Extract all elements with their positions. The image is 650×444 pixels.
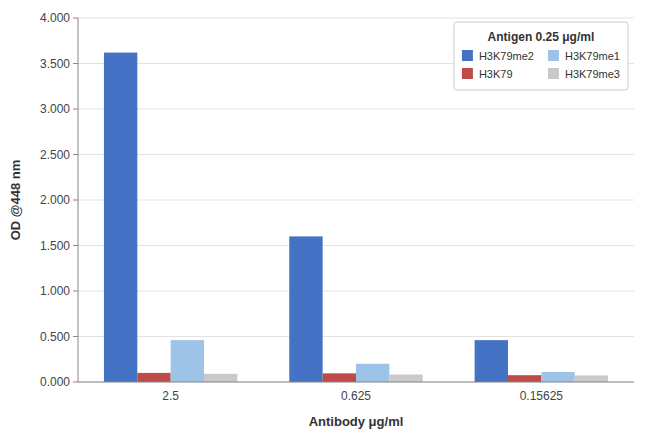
legend: Antigen 0.25 μg/ml H3K79me2 H3K79 H3K79me1 H… <box>454 22 628 90</box>
x-axis-line <box>78 382 634 383</box>
legend-label: H3K79 <box>479 68 513 80</box>
y-tick <box>73 291 78 292</box>
bar <box>137 373 170 382</box>
y-tick-label: 4.000 <box>40 11 70 25</box>
y-tick <box>73 154 78 155</box>
y-tick-label: 1.000 <box>40 284 70 298</box>
y-tick-label: 2.500 <box>40 148 70 162</box>
legend-box <box>454 22 628 90</box>
chart: 0.000 0.500 1.000 1.500 2.000 2.500 3.000 3.500… <box>0 0 650 444</box>
bar <box>323 373 356 382</box>
y-tick <box>73 63 78 64</box>
bar <box>475 340 508 382</box>
y-tick-label: 3.500 <box>40 57 70 71</box>
y-tick-label: 0.000 <box>40 375 70 389</box>
grid-line <box>78 109 634 110</box>
y-axis: 0.000 0.500 1.000 1.500 2.000 2.500 3.000 3.500… <box>40 11 78 389</box>
grid-line <box>78 200 634 201</box>
x-axis-label: Antibody μg/ml <box>309 414 404 429</box>
y-tick-label: 2.000 <box>40 193 70 207</box>
legend-label: H3K79me2 <box>479 50 534 62</box>
bar <box>204 374 237 382</box>
y-tick-label: 3.000 <box>40 102 70 116</box>
grid-line <box>78 382 634 383</box>
bar <box>389 375 422 382</box>
grid-line <box>78 245 634 246</box>
bar <box>171 340 204 382</box>
legend-swatch <box>548 68 559 79</box>
grid-line <box>78 154 634 155</box>
y-tick <box>73 245 78 246</box>
legend-label: H3K79me3 <box>565 68 620 80</box>
bar <box>356 364 389 382</box>
x-tick-label: 2.5 <box>162 389 179 403</box>
y-tick-label: 1.500 <box>40 239 70 253</box>
grid-line <box>78 291 634 292</box>
legend-label: H3K79me1 <box>565 50 620 62</box>
bar <box>508 375 541 382</box>
y-tick-label: 0.500 <box>40 330 70 344</box>
x-axis: 2.5 0.625 0.15625 <box>162 389 563 403</box>
bar <box>289 236 322 382</box>
y-tick <box>73 382 78 383</box>
bar <box>575 375 608 382</box>
grid-line <box>78 336 634 337</box>
bar <box>541 372 574 382</box>
x-tick-label: 0.625 <box>341 389 371 403</box>
legend-swatch <box>462 68 473 79</box>
grid <box>78 18 634 382</box>
y-tick <box>73 336 78 337</box>
x-tick-label: 0.15625 <box>520 389 564 403</box>
y-axis-line <box>78 18 79 382</box>
bars <box>104 53 608 382</box>
legend-title: Antigen 0.25 μg/ml <box>488 30 595 44</box>
y-tick <box>73 109 78 110</box>
legend-swatch <box>462 50 473 61</box>
legend-swatch <box>548 50 559 61</box>
y-tick <box>73 18 78 19</box>
y-tick <box>73 200 78 201</box>
grid-line <box>78 18 634 19</box>
bar <box>104 53 137 382</box>
y-axis-label: OD @448 nm <box>8 160 23 241</box>
